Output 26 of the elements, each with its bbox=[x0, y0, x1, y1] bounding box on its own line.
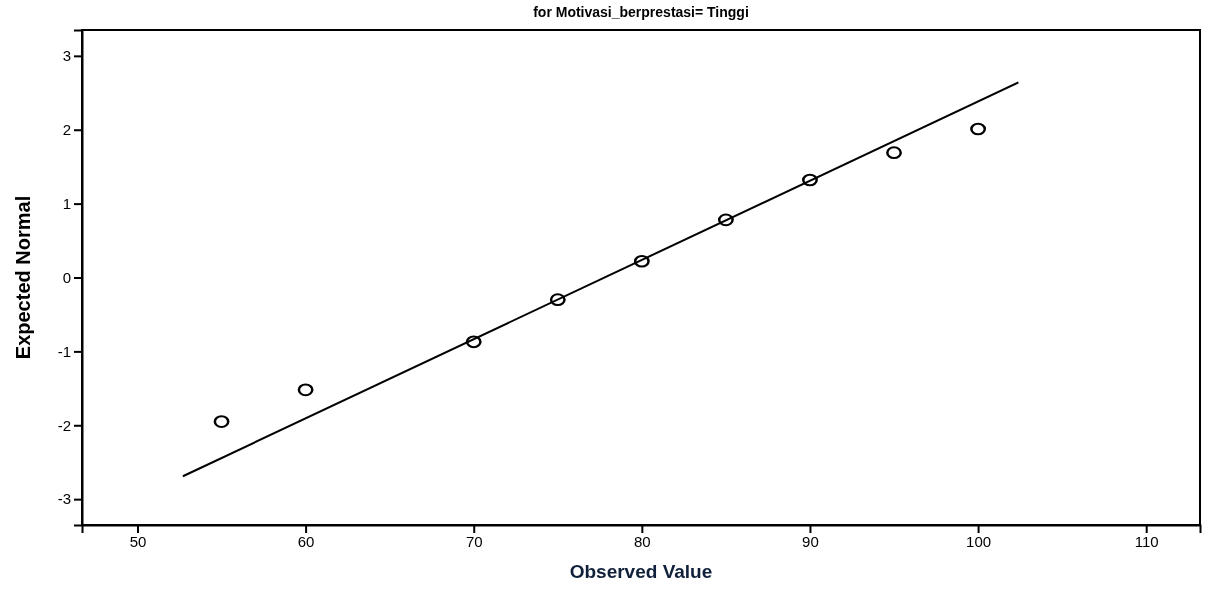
point bbox=[886, 146, 902, 160]
x-tick-label: 100 bbox=[966, 532, 992, 550]
point bbox=[549, 293, 566, 307]
y-tick-label: -2 bbox=[57, 416, 71, 434]
chart-title: for Motivasi_berprestasi= Tinggi bbox=[533, 4, 749, 20]
y-tick-label: 2 bbox=[62, 121, 71, 139]
x-tick-label: 90 bbox=[802, 532, 819, 550]
point bbox=[970, 122, 986, 136]
y-tick-label: -1 bbox=[57, 342, 71, 360]
x-tick-label: 110 bbox=[1134, 532, 1159, 550]
x-tick-label: 60 bbox=[297, 532, 315, 550]
y-tick-label: 3 bbox=[62, 47, 71, 65]
y-tick-label: -3 bbox=[57, 490, 71, 508]
x-axis-title: Observed Value bbox=[569, 561, 713, 582]
point bbox=[634, 254, 650, 268]
point bbox=[213, 415, 230, 429]
x-tick-label: 50 bbox=[129, 532, 147, 550]
y-axis-title: Expected Normal bbox=[12, 195, 34, 360]
point bbox=[297, 383, 314, 397]
x-tick-label: 80 bbox=[634, 532, 651, 550]
y-tick-label: 0 bbox=[62, 268, 71, 286]
point bbox=[718, 213, 734, 227]
point bbox=[802, 173, 818, 187]
point bbox=[465, 335, 482, 349]
y-tick-label: 1 bbox=[62, 194, 71, 212]
x-tick-label: 70 bbox=[465, 532, 483, 550]
